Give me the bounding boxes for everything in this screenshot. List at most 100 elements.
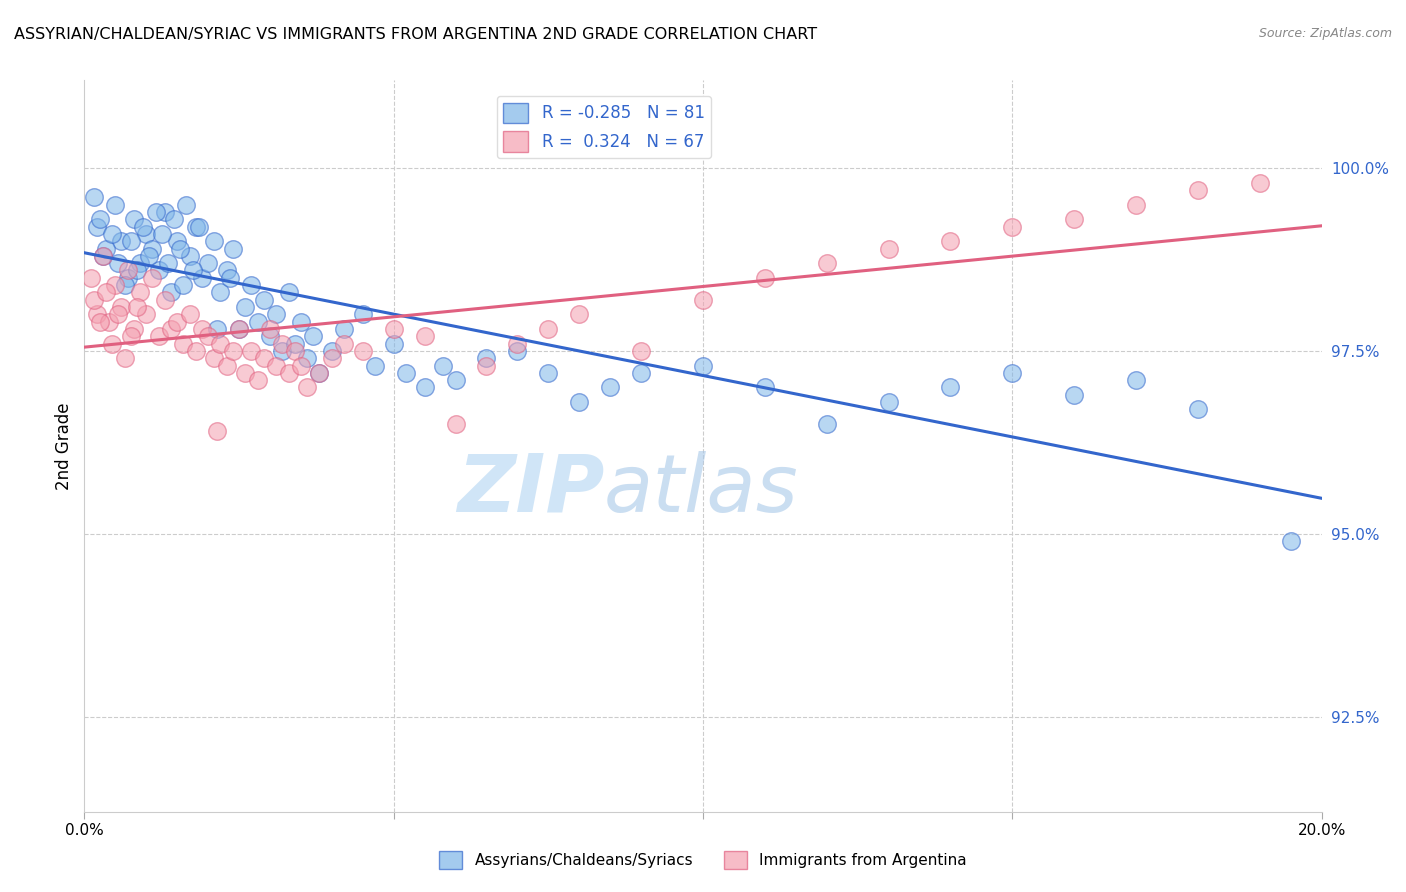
Text: Source: ZipAtlas.com: Source: ZipAtlas.com (1258, 27, 1392, 40)
Point (209, 336, 232, 351)
Point (333, 336, 356, 351)
Point (125, 300, 148, 314)
Point (395, 366, 418, 380)
Point (630, 343, 652, 358)
Point (939, 380, 962, 394)
Point (537, 366, 560, 380)
Point (1001, 219, 1024, 234)
Point (877, 395, 900, 409)
Point (179, 307, 201, 321)
Text: ASSYRIAN/CHALDEAN/SYRIAC VS IMMIGRANTS FROM ARGENTINA 2ND GRADE CORRELATION CHAR: ASSYRIAN/CHALDEAN/SYRIAC VS IMMIGRANTS F… (14, 27, 817, 42)
Point (104, 278, 127, 293)
Point (240, 343, 263, 358)
Point (413, 329, 436, 343)
Point (218, 270, 240, 285)
Point (176, 197, 198, 211)
Point (568, 307, 591, 321)
Point (382, 322, 405, 336)
Point (271, 343, 294, 358)
Point (89, 212, 111, 227)
Point (110, 300, 132, 314)
Point (228, 322, 250, 336)
Point (333, 322, 356, 336)
Point (240, 278, 263, 293)
Point (302, 329, 325, 343)
Point (153, 293, 176, 307)
Point (125, 263, 148, 277)
Point (1063, 388, 1085, 402)
Point (506, 336, 529, 351)
Point (815, 417, 838, 431)
Point (148, 263, 170, 277)
Point (138, 249, 160, 263)
Point (233, 366, 256, 380)
Point (382, 336, 405, 351)
Point (135, 307, 157, 321)
Point (141, 242, 163, 256)
Point (163, 212, 186, 227)
Point (277, 366, 299, 380)
Y-axis label: 2nd Grade: 2nd Grade (55, 402, 73, 490)
Point (172, 336, 194, 351)
Point (1125, 373, 1147, 387)
Point (104, 197, 127, 211)
Point (259, 329, 281, 343)
Point (1001, 366, 1024, 380)
Point (352, 343, 374, 358)
Point (83, 190, 105, 204)
Point (114, 278, 136, 293)
Point (1279, 534, 1302, 549)
Point (107, 256, 129, 270)
Point (79, 270, 101, 285)
Point (264, 359, 287, 373)
Point (444, 373, 467, 387)
Point (191, 270, 214, 285)
Point (321, 343, 343, 358)
Point (1125, 197, 1147, 211)
Point (94, 285, 117, 300)
Point (141, 270, 163, 285)
Point (129, 285, 152, 300)
Point (129, 256, 152, 270)
Point (83, 293, 105, 307)
Point (215, 263, 238, 277)
Text: 20.0%: 20.0% (1298, 822, 1346, 838)
Point (150, 227, 173, 241)
Point (184, 219, 207, 234)
Point (321, 351, 343, 366)
Point (259, 322, 281, 336)
Point (271, 336, 294, 351)
Point (122, 322, 145, 336)
Point (599, 380, 621, 394)
Point (117, 270, 139, 285)
Point (253, 293, 276, 307)
Point (692, 293, 714, 307)
Point (308, 366, 330, 380)
Point (132, 219, 155, 234)
Point (364, 359, 387, 373)
Point (754, 270, 776, 285)
Point (91, 249, 114, 263)
Text: atlas: atlas (605, 450, 799, 529)
Point (277, 285, 299, 300)
Point (169, 242, 191, 256)
Legend: Assyrians/Chaldeans/Syriacs, Immigrants from Argentina: Assyrians/Chaldeans/Syriacs, Immigrants … (433, 845, 973, 875)
Point (692, 359, 714, 373)
Point (352, 307, 374, 321)
Point (184, 343, 207, 358)
Point (156, 256, 179, 270)
Point (284, 336, 307, 351)
Point (1249, 176, 1271, 190)
Point (181, 263, 204, 277)
Point (568, 395, 591, 409)
Point (475, 351, 498, 366)
Point (295, 351, 318, 366)
Point (308, 366, 330, 380)
Point (86, 307, 108, 321)
Point (91, 249, 114, 263)
Point (153, 205, 176, 219)
Point (94, 242, 117, 256)
Point (145, 205, 167, 219)
Point (295, 380, 318, 394)
Point (815, 256, 838, 270)
